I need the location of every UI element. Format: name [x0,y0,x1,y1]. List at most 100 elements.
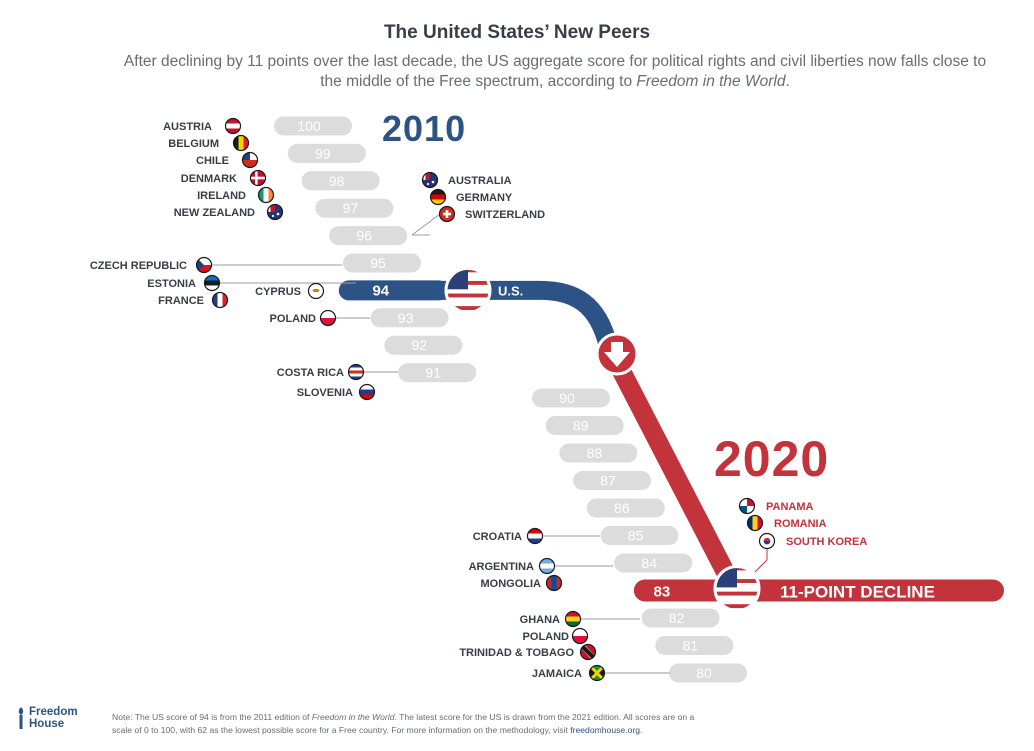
austria-flag-icon [224,117,242,135]
score-pill-81 [655,636,734,655]
poland-flag-icon [319,309,337,327]
denmark-flag-icon [249,169,267,187]
france-flag-icon [211,291,229,309]
subtitle-end: . [785,73,790,90]
us-trajectory-decline-segment [599,340,744,595]
country-label-chile: CHILE [196,155,229,167]
country-label-argentina: ARGENTINA [469,561,534,573]
new-zealand-flag-icon [266,203,284,221]
logo-text: Freedom House [29,706,78,730]
country-label-denmark: DENMARK [181,173,237,185]
score-label-82: 82 [669,610,685,626]
note-part-2: . The latest score for the US is drawn f… [112,712,695,735]
score-pill-82 [641,608,720,628]
logo-line-1: Freedom [29,706,78,718]
score-pill-98 [301,171,380,191]
country-label-trinidad-tobago: TRINIDAD & TOBAGO [459,647,574,659]
score-label-92: 92 [412,337,428,353]
subtitle-text: After declining by 11 points over the la… [123,53,987,90]
panama-flag-icon [738,497,756,515]
freedomhouse-link[interactable]: freedomhouse.org [570,725,640,735]
score-pill-89 [545,416,624,435]
score-label-81: 81 [683,638,699,654]
croatia-flag-icon [526,527,544,545]
torch-icon [18,707,24,729]
score-label-84: 84 [641,555,657,571]
mongolia-flag-icon [545,574,563,592]
note-part-1: Note: The US score of 94 is from the 201… [112,712,312,722]
logo-line-2: House [29,718,65,730]
country-label-switzerland: SWITZERLAND [465,209,545,221]
germany-flag-icon [429,188,447,206]
trinidad-tobago-flag-icon [579,643,597,661]
argentina-flag-icon [538,557,556,575]
country-label-czech-republic: CZECH REPUBLIC [90,260,187,272]
country-label-slovenia: SLOVENIA [297,387,353,399]
country-label-poland: POLAND [270,313,317,325]
score-pill-100 [274,116,352,136]
leader-line [754,559,768,573]
score-pill-87 [573,471,652,490]
us-flag-2010-icon [444,266,492,314]
score-label-80: 80 [696,665,712,681]
country-label-austria: AUSTRIA [163,121,212,133]
score-label-98: 98 [329,173,345,189]
note-report-name: Freedom in the World [311,712,395,722]
ghana-flag-icon [564,610,582,628]
score-label-85: 85 [628,528,644,544]
year-label-2020: 2020 [714,431,830,487]
chile-flag-icon [241,151,259,169]
down-arrow-icon [595,332,639,376]
score-label-90: 90 [559,390,575,406]
country-label-ghana: GHANA [520,614,560,626]
country-label-south-korea: SOUTH KOREA [786,536,867,548]
score-pill-91 [398,363,477,383]
score-pill-95 [343,253,421,273]
score-pill-84 [614,553,693,573]
switzerland-flag-icon [438,205,456,223]
chart-title: The United States’ New Peers [383,22,651,43]
score-pill-86 [586,498,665,518]
score-label-93: 93 [398,310,414,326]
score-label-100: 100 [297,118,321,134]
score-pill-85 [600,526,679,545]
score-label-95: 95 [370,255,386,271]
freedom-house-logo[interactable]: Freedom House [16,706,78,730]
romania-flag-icon [746,514,764,532]
country-label-new-zealand: NEW ZEALAND [174,207,255,219]
poland-flag-icon [571,627,589,645]
country-label-poland: POLAND [523,631,570,643]
australia-flag-icon [421,171,439,189]
score-pill-90 [532,388,610,408]
country-label-ireland: IRELAND [197,190,246,202]
estonia-flag-icon [203,274,221,292]
score-pill-88 [559,443,638,463]
us-2010-score: 94 [372,282,389,299]
chart-subtitle: After declining by 11 points over the la… [120,52,990,92]
score-pill-93 [370,308,449,328]
score-label-88: 88 [587,445,603,461]
us-label: U.S. [498,283,523,298]
country-label-france: FRANCE [158,295,204,307]
country-label-belgium: BELGIUM [168,138,219,150]
country-label-romania: ROMANIA [774,518,827,530]
ireland-flag-icon [257,186,275,204]
country-label-costa-rica: COSTA RICA [277,367,344,379]
czech-republic-flag-icon [195,256,213,274]
cyprus-flag-icon [307,282,325,300]
score-pill-96 [329,226,408,246]
us-flag-2020-icon [713,565,761,612]
country-label-panama: PANAMA [766,501,814,513]
country-label-jamaica: JAMAICA [532,668,582,680]
score-pill-99 [287,143,366,163]
slovenia-flag-icon [358,383,376,401]
jamaica-flag-icon [588,664,606,682]
year-label-2010: 2010 [382,108,467,149]
country-label-mongolia: MONGOLIA [481,578,542,590]
subtitle-report-name: Freedom in the World [636,73,786,90]
country-label-germany: GERMANY [456,192,513,204]
score-label-99: 99 [315,145,331,161]
score-pill-92 [384,335,463,355]
